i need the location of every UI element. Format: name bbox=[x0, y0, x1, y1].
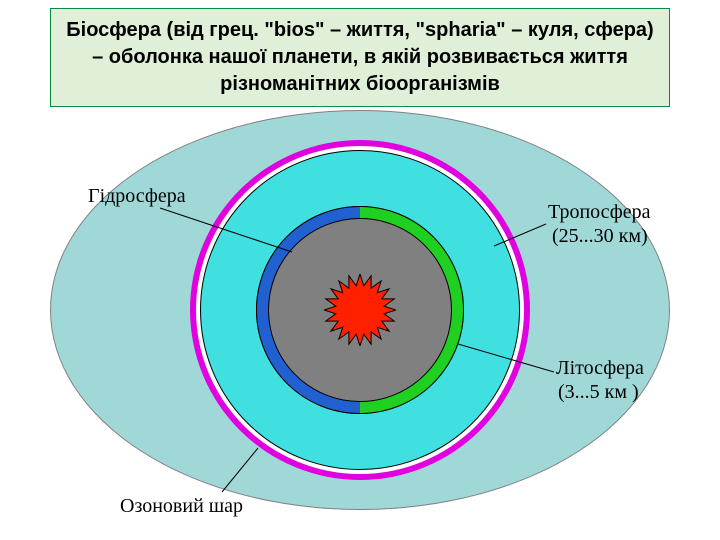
label-troposphere-1: Тропосфера bbox=[548, 200, 651, 224]
label-lithosphere-1: Літосфера bbox=[556, 356, 644, 380]
core-sun bbox=[324, 274, 396, 346]
label-ozone: Озоновий шар bbox=[120, 494, 243, 518]
label-troposphere-2: (25...30 км) bbox=[552, 224, 648, 248]
label-lithosphere-2: (3...5 км ) bbox=[558, 380, 639, 404]
title-box: Біосфера (від грец. "bios" – життя, "sph… bbox=[50, 8, 670, 107]
label-hydrosphere: Гідросфера bbox=[88, 184, 186, 208]
